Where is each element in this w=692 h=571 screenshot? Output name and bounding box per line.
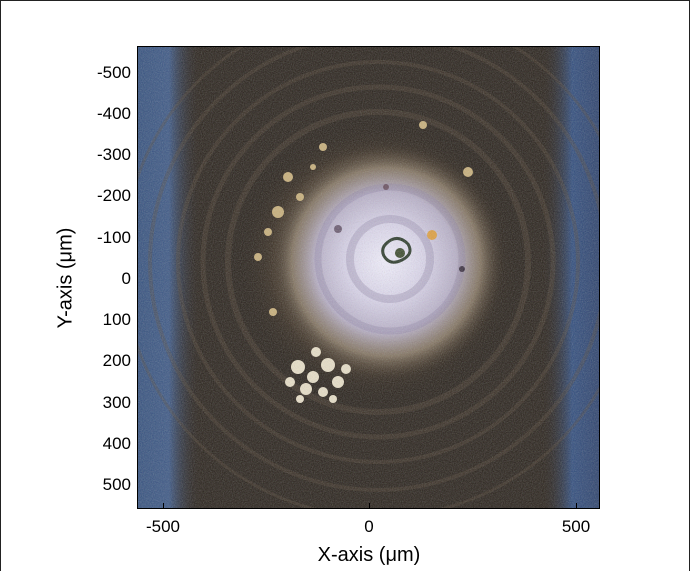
x-tick-mark: [369, 503, 370, 509]
microscope-image-svg: [138, 47, 599, 508]
x-tick-mark: [163, 503, 164, 509]
x-tick-label: 0: [364, 517, 374, 536]
y-tick-label: -100: [96, 228, 131, 247]
y-tick-label: 300: [102, 393, 131, 412]
y-tick-label: 400: [102, 434, 131, 453]
x-tick-label: -500: [145, 517, 181, 536]
image-grain: [138, 47, 599, 508]
x-axis-label: X-axis (μm): [317, 544, 421, 566]
y-tick-label: 100: [102, 310, 131, 329]
y-axis-label: Y-axis (μm): [54, 227, 77, 329]
x-tick-mark: [576, 503, 577, 509]
x-tick-label: 500: [561, 517, 591, 536]
y-tick-label: 200: [102, 351, 131, 370]
y-tick-label: -500: [96, 63, 131, 82]
y-tick-label: -300: [96, 145, 131, 164]
microscope-image: [137, 46, 600, 509]
y-tick-label: -200: [96, 186, 131, 205]
y-tick-label: -400: [96, 104, 131, 123]
y-tick-label: 500: [102, 475, 131, 494]
y-tick-label: 0: [121, 269, 131, 288]
